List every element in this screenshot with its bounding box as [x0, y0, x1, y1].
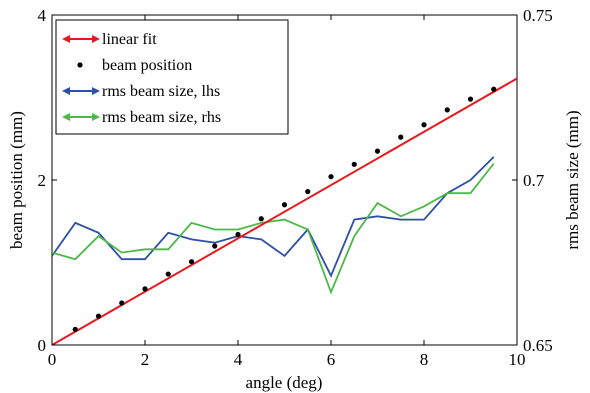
x-tick-label: 0	[48, 350, 57, 369]
legend-rms-beam-size-lhs-label: rms beam size, lhs	[102, 83, 220, 100]
y-left-tick-label: 0	[38, 336, 47, 355]
y-right-tick-label: 0.7	[523, 171, 545, 190]
beam-position-point	[491, 86, 497, 92]
beam-position-point	[212, 243, 218, 249]
legend-rms-beam-size-rhs-arrow-right	[92, 113, 100, 121]
beam-position-point	[95, 313, 102, 319]
y-axis-title-left: beam position (mm)	[7, 111, 26, 249]
y-right-tick-label: 0.65	[523, 336, 553, 355]
y-left-tick-label: 4	[38, 6, 47, 25]
x-tick-label: 10	[509, 350, 526, 369]
legend-linear-fit-arrow-left	[62, 35, 70, 43]
beam-position-point	[398, 134, 404, 140]
legend-rms-beam-size-lhs-arrow-left	[62, 87, 70, 95]
beam-position-point	[72, 326, 78, 332]
beam-position-point	[119, 300, 125, 306]
beam-position-point	[235, 231, 241, 238]
beam-position-point	[467, 96, 474, 102]
beam-position-point	[421, 122, 427, 128]
series-line-rms-beam-size-rhs	[52, 162, 495, 295]
y-left-tick-label: 2	[38, 171, 47, 190]
chart-marks	[52, 77, 517, 345]
legend-linear-fit-arrow-right	[92, 35, 100, 43]
beam-position-point	[258, 216, 264, 222]
y-right-tick-label: 0.75	[523, 6, 553, 25]
series-line-rms-beam-size-lhs	[52, 156, 495, 278]
beam-position-point	[188, 259, 195, 265]
beam-position-point	[281, 202, 288, 208]
beam-position-point	[165, 271, 171, 277]
series-line-linear-fit	[52, 77, 517, 345]
legend: linear fit beam position rms beam size, lh…	[55, 19, 289, 135]
beam-position-point	[305, 188, 311, 195]
beam-position-point	[142, 286, 148, 292]
axis-ticks: 0 2 4 6 8 10 0 2 4 0.65 0.7 0.75	[38, 6, 553, 369]
x-tick-label: 4	[234, 350, 243, 369]
legend-beam-position-label: beam position	[102, 57, 192, 74]
beam-position-point	[444, 107, 450, 113]
x-tick-label: 6	[327, 350, 336, 369]
beam-position-point	[351, 161, 357, 167]
beam-position-point	[374, 148, 381, 154]
x-tick-label: 2	[141, 350, 150, 369]
legend-linear-fit-label: linear fit	[102, 31, 157, 48]
x-tick-label: 8	[420, 350, 429, 369]
beam-position-point	[328, 174, 334, 180]
legend-rms-beam-size-rhs-arrow-left	[62, 113, 70, 121]
legend-rms-beam-size-lhs-arrow-right	[92, 87, 100, 95]
y-axis-title-right: rms beam size (mm)	[563, 110, 582, 249]
x-axis-title: angle (deg)	[246, 373, 323, 392]
legend-rms-beam-size-rhs-label: rms beam size, rhs	[102, 109, 221, 126]
legend-beam-position-marker	[77, 62, 83, 68]
